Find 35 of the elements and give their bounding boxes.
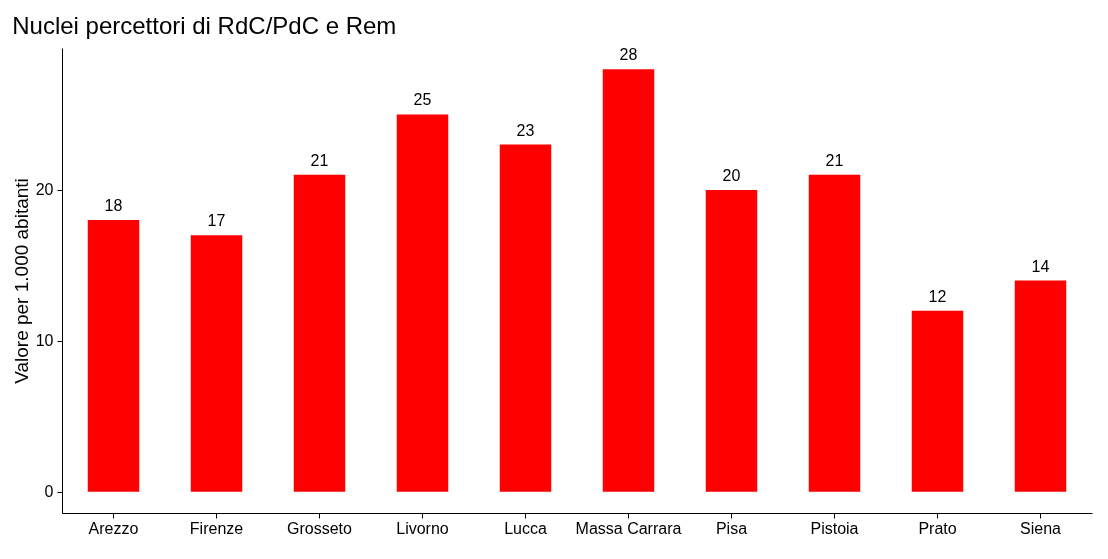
bar: [808, 174, 861, 492]
bar: [396, 114, 449, 492]
x-tick-label: Arezzo: [88, 519, 139, 537]
bar: [911, 310, 964, 492]
bar: [293, 174, 346, 492]
chart-title: Nuclei percettori di RdC/PdC e Rem: [12, 12, 397, 40]
y-tick-label: 20: [35, 181, 54, 199]
data-label: 20: [722, 166, 741, 184]
bar: [87, 220, 140, 492]
y-tick-label: 0: [44, 483, 54, 501]
bar: [705, 189, 758, 492]
data-label: 18: [104, 197, 123, 215]
data-label: 17: [207, 212, 226, 230]
x-tick-label: Pisa: [715, 519, 748, 537]
data-label: 12: [928, 287, 947, 305]
bar: [1014, 280, 1067, 492]
data-label: 23: [516, 121, 535, 139]
y-axis-title: Valore per 1.000 abitanti: [10, 178, 32, 384]
data-label: 21: [310, 151, 329, 169]
data-label: 25: [413, 91, 432, 109]
data-label: 21: [825, 151, 844, 169]
x-tick-label: Prato: [918, 519, 957, 537]
bar: [499, 144, 552, 492]
x-tick-label: Livorno: [396, 519, 449, 537]
x-tick-label: Lucca: [504, 519, 547, 537]
bar: [190, 235, 243, 492]
data-label: 28: [619, 46, 638, 64]
y-tick-label: 10: [35, 332, 54, 350]
x-tick-label: Siena: [1020, 519, 1062, 537]
x-tick-label: Massa Carrara: [575, 519, 682, 537]
x-tick-label: Grosseto: [287, 519, 353, 537]
x-tick-label: Pistoia: [810, 519, 859, 537]
bar: [602, 69, 655, 492]
data-label: 14: [1031, 257, 1050, 275]
x-tick-label: Firenze: [189, 519, 244, 537]
